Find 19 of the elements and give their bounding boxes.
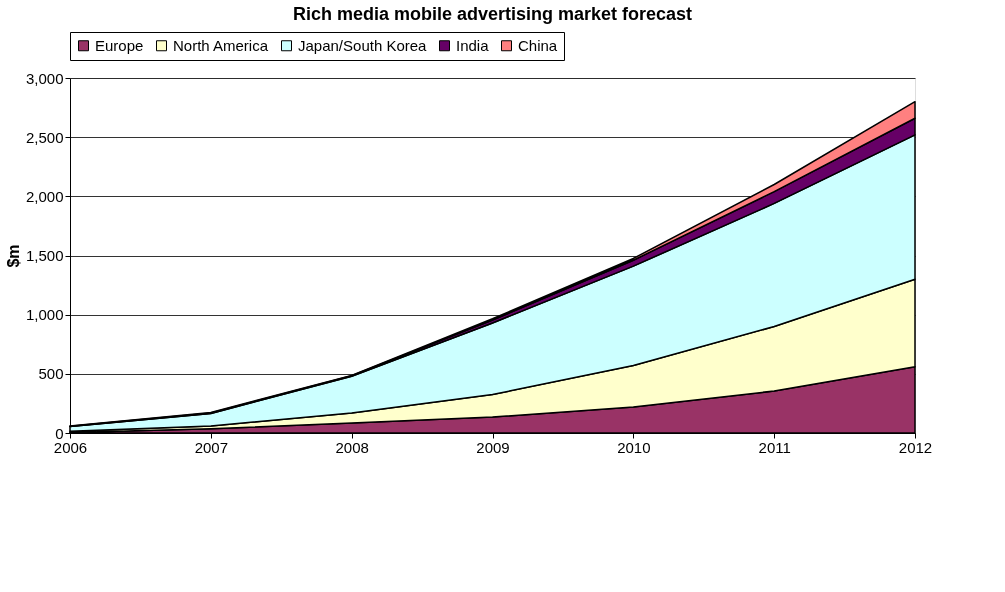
y-tick-label: 1,500 [25, 247, 64, 264]
x-tick-label: 2008 [335, 438, 369, 456]
x-tick-label: 2012 [898, 438, 933, 456]
y-tick-label: 1,000 [25, 306, 64, 324]
legend-label: North America [173, 36, 269, 54]
legend-label: Japan/South Korea [298, 36, 428, 54]
x-tick-label: 2010 [617, 438, 651, 456]
chart-title: Rich media mobile advertising market forecast [292, 3, 693, 24]
legend-label: Europe [95, 36, 144, 54]
y-axis-title: $m [4, 244, 22, 268]
legend-label: India [456, 36, 490, 54]
x-tick-label: 2011 [758, 438, 791, 456]
y-tick-label: 3,000 [25, 69, 64, 87]
legend-label: China [518, 36, 558, 54]
y-tick-label: 2,500 [25, 128, 64, 146]
x-tick-label: 2007 [194, 438, 229, 456]
y-tick-label: 500 [38, 365, 64, 383]
y-tick-label: 2,000 [25, 187, 64, 205]
x-tick-label: 2009 [476, 438, 510, 456]
